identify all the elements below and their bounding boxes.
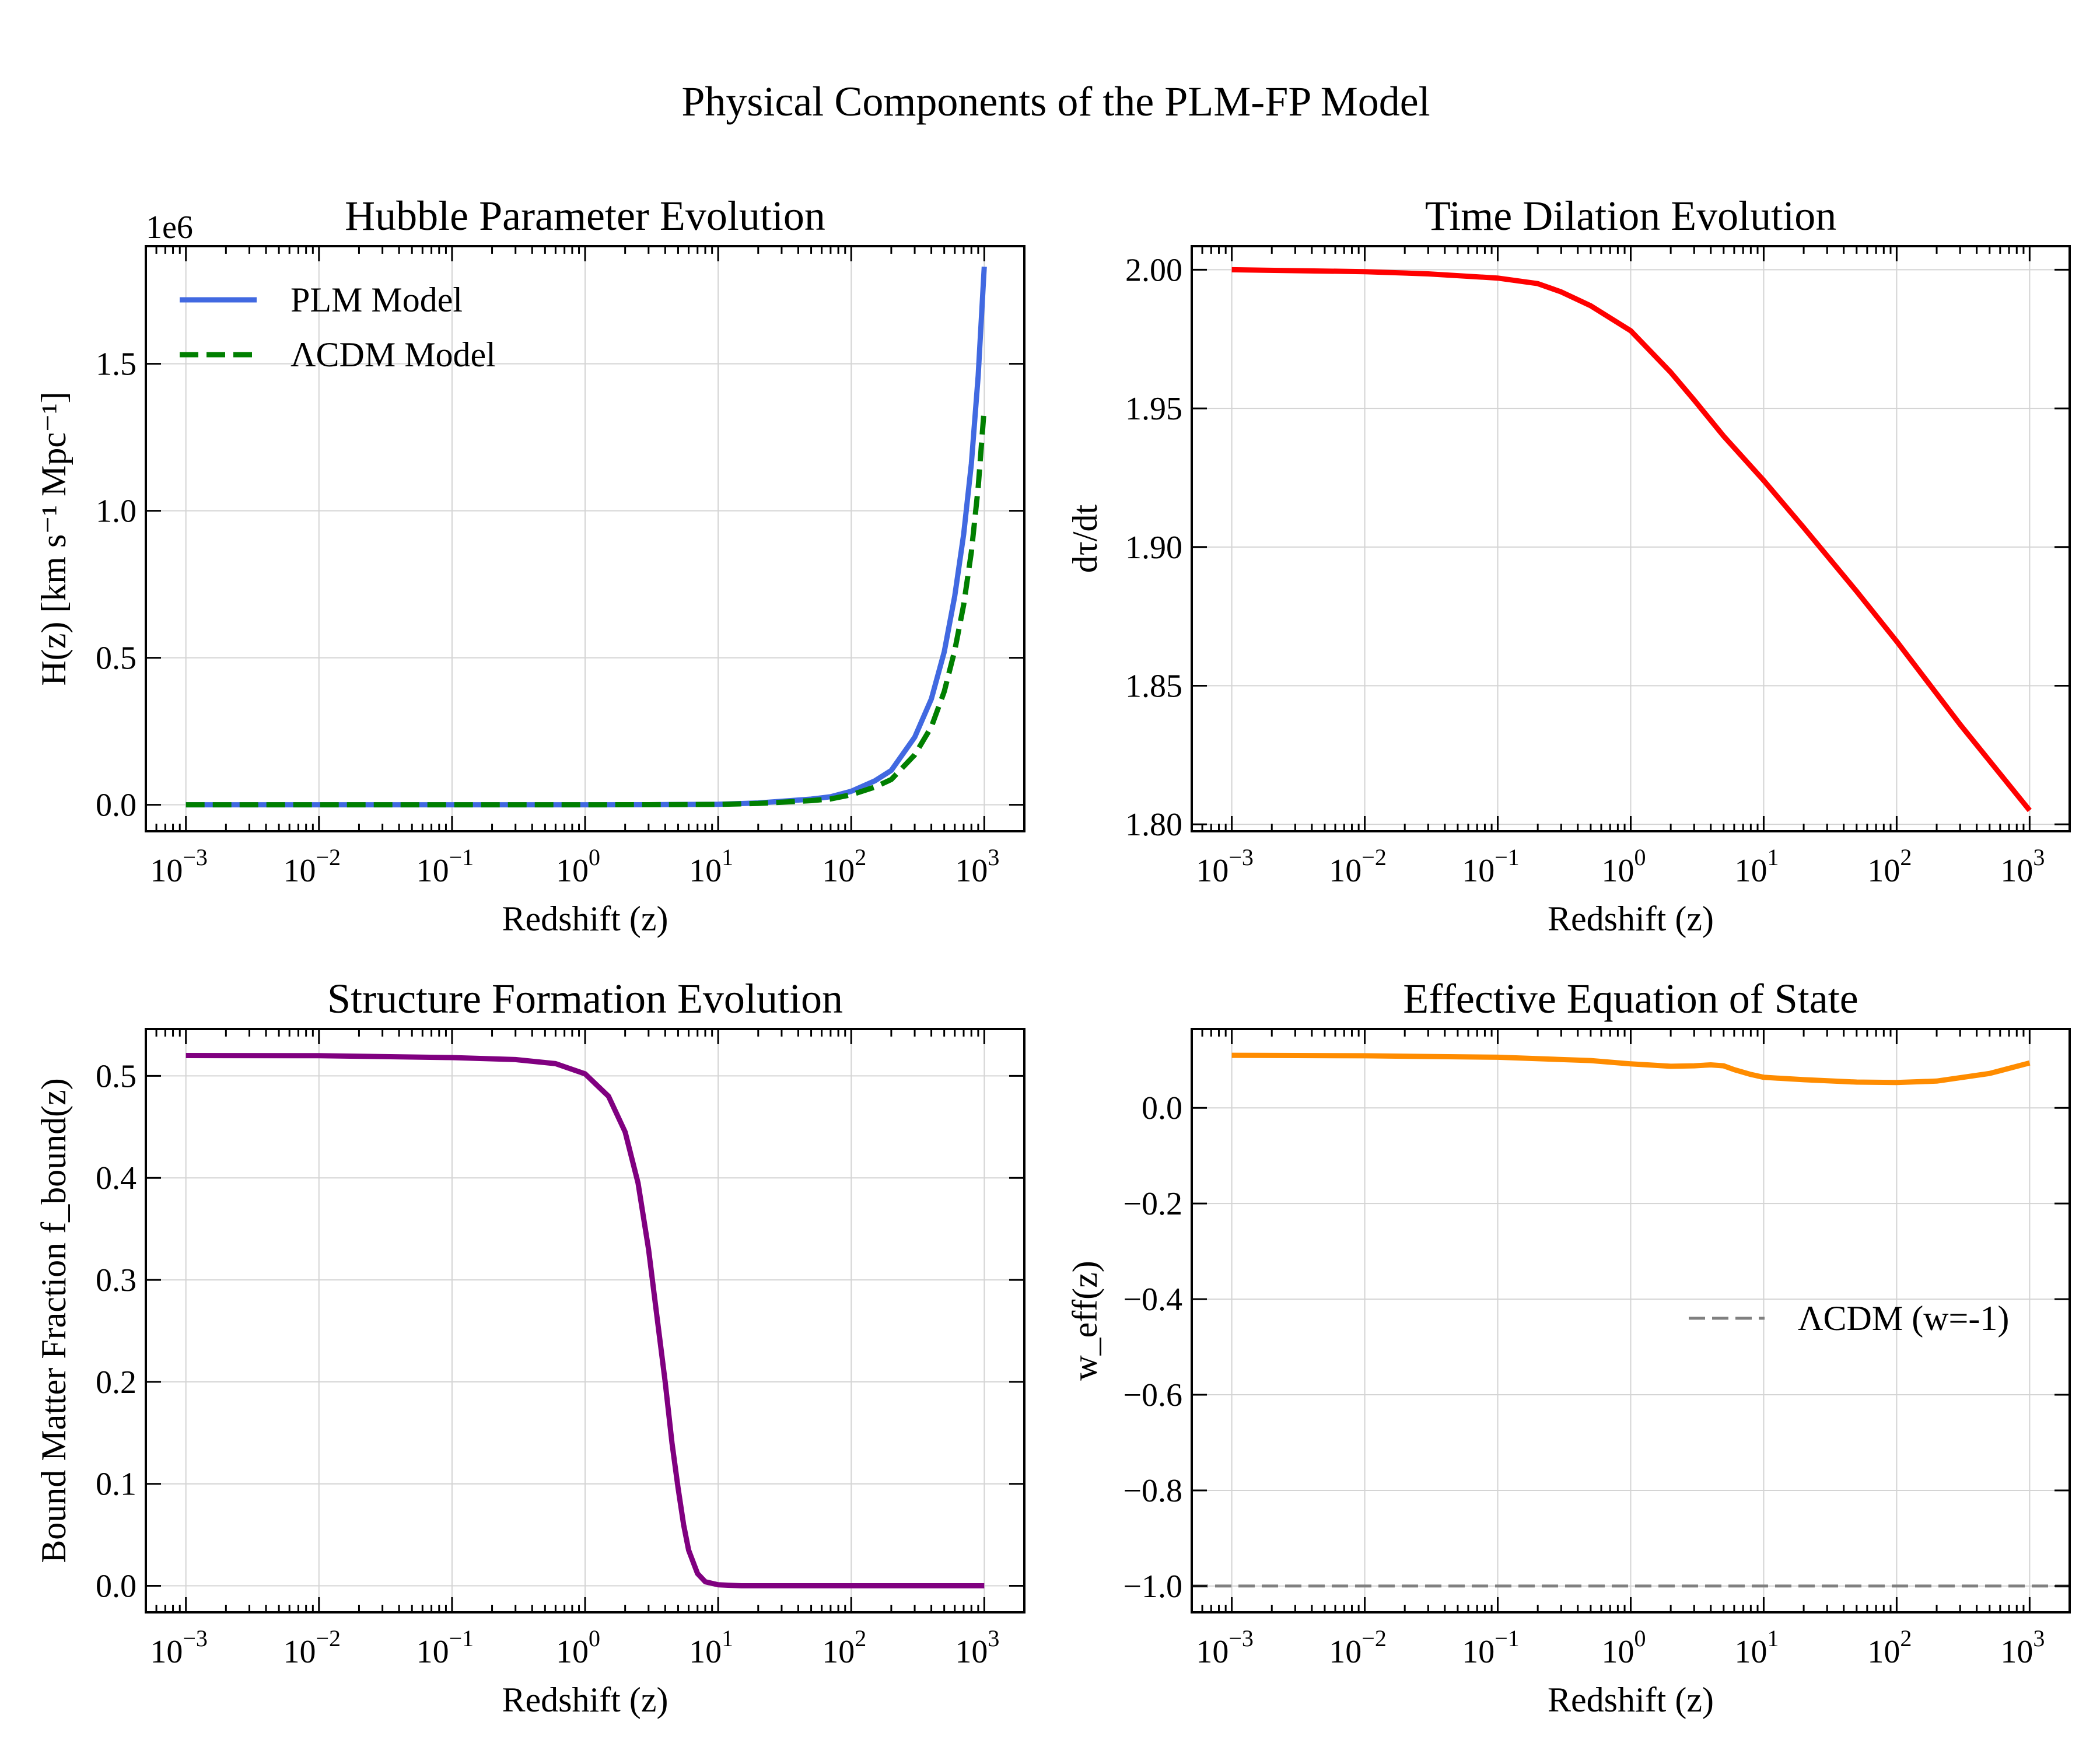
y-tick-label: 2.00 bbox=[1125, 252, 1182, 288]
x-tick-label: 103 bbox=[955, 844, 999, 889]
panel-hubble: 10−3 10−2 10−1 100 101 102 103 0.0 0.5 1.0 1.5 Hubb… bbox=[34, 192, 1026, 938]
x-tick-label: 10−1 bbox=[416, 844, 474, 889]
y-tick-label: 1.95 bbox=[1125, 391, 1182, 427]
panel-title: Structure Formation Evolution bbox=[327, 975, 843, 1022]
x-tick-label: 10−2 bbox=[1329, 1625, 1387, 1670]
y-tick-label: 0.0 bbox=[1142, 1090, 1182, 1126]
x-tick-label: 10−2 bbox=[1329, 844, 1387, 889]
x-axis-label: Redshift (z) bbox=[502, 1681, 668, 1719]
y-ticks bbox=[146, 363, 1024, 806]
y-tick-label: 1.5 bbox=[96, 346, 136, 383]
x-tick-label: 101 bbox=[1734, 844, 1779, 889]
series-line-hubble-1 bbox=[186, 407, 987, 808]
y-tick-label: 0.4 bbox=[96, 1160, 136, 1196]
y-tick-label: 0.3 bbox=[96, 1262, 136, 1298]
legend: PLM Model ΛCDM Model bbox=[180, 281, 496, 374]
grid bbox=[146, 1029, 1024, 1612]
x-tick-label: 10−3 bbox=[150, 844, 208, 889]
y-tick-label: 1.80 bbox=[1125, 807, 1182, 843]
x-tick-label: 100 bbox=[1602, 1625, 1646, 1670]
x-tick-label: 10−3 bbox=[1196, 844, 1254, 889]
x-tick-label: 101 bbox=[689, 844, 733, 889]
y-tick-label: −1.0 bbox=[1123, 1569, 1182, 1605]
series-group bbox=[1231, 267, 2032, 813]
series-group bbox=[186, 1053, 985, 1588]
x-tick-label: 10−3 bbox=[150, 1625, 208, 1670]
panel-structure: 10−3 10−2 10−1 100 101 102 103 0.0 0.1 0.2 0.3 0.4 0… bbox=[34, 975, 1026, 1719]
y-tick-label: −0.6 bbox=[1123, 1377, 1182, 1413]
x-axis-label: Redshift (z) bbox=[1548, 900, 1714, 938]
y-ticks bbox=[1192, 1107, 2070, 1587]
y-tick-label: 0.5 bbox=[96, 1058, 136, 1094]
y-tick-label: 0.5 bbox=[96, 640, 136, 677]
x-tick-label: 100 bbox=[1602, 844, 1646, 889]
y-axis-label: H(z) [km s⁻¹ Mpc⁻¹] bbox=[34, 391, 73, 685]
x-ticks bbox=[145, 1029, 1026, 1612]
x-tick-label: 103 bbox=[955, 1625, 999, 1670]
x-tick-label: 10−2 bbox=[283, 1625, 341, 1670]
x-axis-label: Redshift (z) bbox=[1548, 1681, 1714, 1719]
panel-title: Effective Equation of State bbox=[1403, 975, 1858, 1022]
legend-label: ΛCDM Model bbox=[290, 335, 496, 374]
series-line-dilation-0 bbox=[1231, 267, 2032, 813]
x-ticks bbox=[145, 246, 1026, 831]
series-line-structure-0 bbox=[186, 1053, 985, 1588]
x-tick-label: 10−3 bbox=[1196, 1625, 1254, 1670]
y-ticks bbox=[1192, 268, 2070, 825]
figure-title: Physical Components of the PLM-FP Model bbox=[681, 78, 1430, 125]
y-tick-label: −0.2 bbox=[1123, 1186, 1182, 1222]
grid bbox=[146, 246, 1024, 831]
y-tick-label: 0.0 bbox=[96, 788, 136, 824]
y-tick-label: −0.4 bbox=[1123, 1282, 1182, 1318]
x-tick-label: 100 bbox=[556, 1625, 600, 1670]
panel-title: Hubble Parameter Evolution bbox=[345, 192, 825, 239]
grid bbox=[1192, 246, 2070, 831]
panel-title: Time Dilation Evolution bbox=[1425, 192, 1836, 239]
x-tick-label: 102 bbox=[1867, 1625, 1912, 1670]
x-tick-label: 101 bbox=[1734, 1625, 1779, 1670]
series-group bbox=[1192, 1052, 2070, 1588]
y-axis-label: Bound Matter Fraction f_bound(z) bbox=[34, 1078, 73, 1563]
legend-label: ΛCDM (w=-1) bbox=[1798, 1299, 2009, 1338]
panels: 10−3 10−2 10−1 100 101 102 103 0.0 0.5 1.0 1.5 Hubb… bbox=[34, 192, 2071, 1719]
x-ticks bbox=[1191, 1029, 2071, 1612]
y-tick-label: 0.0 bbox=[96, 1569, 136, 1605]
x-tick-label: 10−1 bbox=[1462, 844, 1520, 889]
x-tick-label: 103 bbox=[2000, 844, 2045, 889]
x-ticks bbox=[1191, 246, 2071, 831]
x-tick-label: 103 bbox=[2000, 1625, 2045, 1670]
grid bbox=[1192, 1029, 2070, 1612]
series-group bbox=[186, 267, 987, 808]
y-tick-label: 1.85 bbox=[1125, 668, 1182, 704]
y-axis-label: w_eff(z) bbox=[1066, 1261, 1104, 1380]
series-line-eos-0 bbox=[1231, 1052, 2031, 1086]
panel-eos: 10−3 10−2 10−1 100 101 102 103 −1.0 −0.8 −0.6 −0.4… bbox=[1066, 975, 2071, 1719]
y-tick-label: 1.90 bbox=[1125, 530, 1182, 566]
x-tick-label: 101 bbox=[689, 1625, 733, 1670]
y-tick-label: 0.1 bbox=[96, 1466, 136, 1503]
x-tick-label: 10−1 bbox=[416, 1625, 474, 1670]
legend-label: PLM Model bbox=[290, 281, 463, 319]
y-tick-label: −0.8 bbox=[1123, 1473, 1182, 1509]
x-tick-label: 10−1 bbox=[1462, 1625, 1520, 1670]
panel-dilation: 10−3 10−2 10−1 100 101 102 103 1.80 1.85 1.90 1.95… bbox=[1066, 192, 2071, 938]
y-offset-text: 1e6 bbox=[146, 209, 193, 246]
x-tick-label: 102 bbox=[822, 1625, 866, 1670]
x-tick-label: 100 bbox=[556, 844, 600, 889]
y-axis-label: dτ/dt bbox=[1066, 504, 1104, 573]
x-tick-label: 102 bbox=[822, 844, 866, 889]
legend: ΛCDM (w=-1) bbox=[1689, 1299, 2009, 1338]
x-axis-label: Redshift (z) bbox=[502, 900, 668, 938]
x-tick-label: 10−2 bbox=[283, 844, 341, 889]
y-tick-label: 1.0 bbox=[96, 494, 136, 530]
x-tick-label: 102 bbox=[1867, 844, 1912, 889]
y-ticks bbox=[146, 1074, 1024, 1587]
y-tick-label: 0.2 bbox=[96, 1364, 136, 1401]
